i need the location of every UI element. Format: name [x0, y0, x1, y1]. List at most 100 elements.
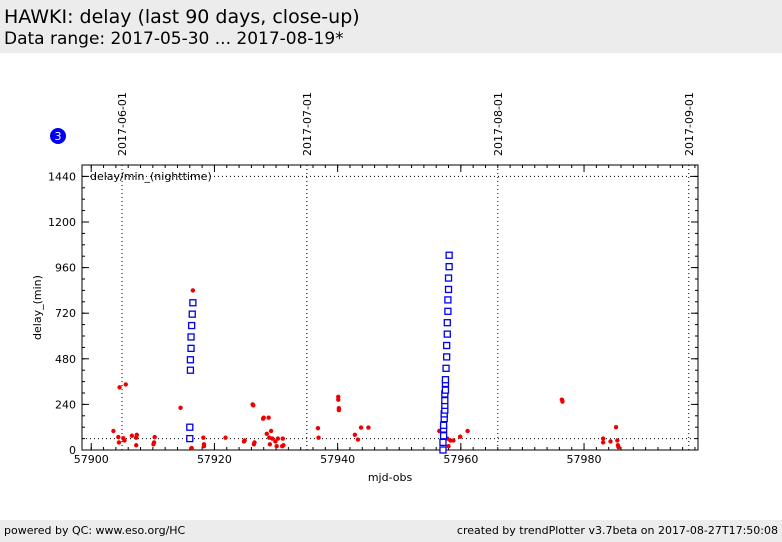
- data-point-square: [444, 285, 453, 294]
- data-point-square: [186, 423, 194, 431]
- data-point: [178, 405, 183, 411]
- x-tick-label: 57960: [443, 453, 478, 466]
- date-marker-label: 2017-09-01: [683, 92, 696, 156]
- data-point: [446, 444, 451, 449]
- y-tick-label: 480: [55, 353, 76, 366]
- data-point: [281, 443, 286, 448]
- data-point: [270, 436, 275, 441]
- data-point: [116, 440, 122, 445]
- data-point: [273, 439, 278, 444]
- data-point: [615, 438, 620, 443]
- data-point-square: [443, 319, 451, 327]
- y-tick-label: 1440: [48, 170, 76, 183]
- x-tick-label: 57920: [197, 453, 232, 466]
- data-point: [251, 403, 256, 408]
- page-title: HAWKI: delay (last 90 days, close-up): [4, 6, 360, 28]
- data-point-square: [439, 432, 448, 440]
- data-point: [152, 434, 157, 440]
- data-point: [134, 443, 139, 448]
- data-point-square: [186, 434, 194, 443]
- data-point-square: [439, 421, 448, 429]
- data-point: [608, 439, 613, 444]
- date-marker-label: 2017-07-01: [301, 92, 314, 156]
- data-point: [190, 288, 196, 293]
- data-point: [355, 437, 361, 442]
- data-point: [315, 425, 321, 431]
- badge-circle: [50, 128, 66, 144]
- data-point-square: [445, 262, 453, 271]
- y-axis-label: delay_(min): [31, 275, 44, 340]
- data-point: [129, 433, 135, 438]
- data-point: [122, 438, 127, 443]
- data-point: [336, 407, 342, 413]
- data-point: [189, 445, 194, 451]
- data-point: [451, 438, 456, 443]
- data-point: [261, 415, 266, 420]
- data-point-square: [444, 307, 452, 315]
- data-point-square: [443, 353, 451, 361]
- data-point-square: [188, 310, 196, 318]
- y-tick-label: 720: [55, 307, 76, 320]
- series-label: delay/min_(nighttime): [90, 170, 212, 183]
- data-point: [116, 434, 121, 440]
- data-point-square: [443, 330, 451, 338]
- footer-credit: powered by QC: www.eso.org/HC: [4, 524, 186, 537]
- x-axis-label: mjd-obs: [368, 471, 413, 484]
- data-point: [275, 436, 281, 441]
- data-point: [448, 438, 453, 443]
- date-marker-label: 2017-08-01: [492, 92, 505, 156]
- data-point: [600, 440, 606, 445]
- x-tick-label: 57900: [74, 453, 109, 466]
- page-subtitle: Data range: 2017-05-30 ... 2017-08-19*: [4, 29, 344, 49]
- x-tick-label: 57980: [567, 453, 602, 466]
- data-point: [117, 385, 122, 390]
- data-point-square: [445, 251, 453, 259]
- data-point: [223, 435, 228, 440]
- data-point: [134, 432, 140, 437]
- data-point: [465, 428, 470, 434]
- data-point: [352, 432, 358, 437]
- x-tick-label: 57940: [320, 453, 355, 466]
- data-point: [280, 436, 286, 441]
- date-marker-label: 2017-06-01: [116, 92, 129, 156]
- data-point-square: [187, 344, 195, 353]
- data-point: [252, 440, 257, 445]
- plot-frame: [81, 164, 699, 451]
- data-point: [201, 444, 207, 449]
- data-point-square: [444, 296, 452, 304]
- data-point: [616, 444, 621, 450]
- data-point: [266, 415, 271, 420]
- data-point-square: [186, 356, 195, 364]
- footer-bar: powered by QC: www.eso.org/HC created by…: [0, 520, 782, 542]
- data-point-square: [439, 438, 447, 447]
- data-point: [336, 397, 341, 402]
- data-point: [242, 438, 247, 443]
- data-point-square: [443, 341, 451, 350]
- data-point-square: [442, 364, 450, 372]
- y-tick-label: 0: [69, 444, 76, 457]
- data-point: [201, 435, 206, 440]
- data-point: [560, 399, 565, 404]
- y-tick-label: 240: [55, 398, 76, 411]
- data-point: [613, 425, 619, 430]
- data-point-square: [441, 396, 449, 405]
- badge-number: 3: [55, 130, 62, 143]
- data-point: [316, 435, 321, 440]
- data-point-square: [186, 366, 195, 374]
- data-point-square: [187, 333, 195, 341]
- data-point: [123, 382, 128, 387]
- data-point: [264, 431, 269, 437]
- data-point-square: [444, 274, 453, 282]
- data-point: [366, 425, 371, 430]
- data-point: [111, 428, 116, 434]
- data-point: [274, 444, 279, 449]
- data-point: [600, 436, 606, 441]
- y-tick-label: 1200: [48, 216, 76, 229]
- data-point: [458, 434, 463, 439]
- data-point-square: [187, 321, 196, 330]
- header-bar: HAWKI: delay (last 90 days, close-up) Da…: [0, 0, 782, 53]
- data-point: [268, 428, 274, 434]
- data-point-square: [441, 376, 450, 384]
- data-point-square: [441, 386, 450, 394]
